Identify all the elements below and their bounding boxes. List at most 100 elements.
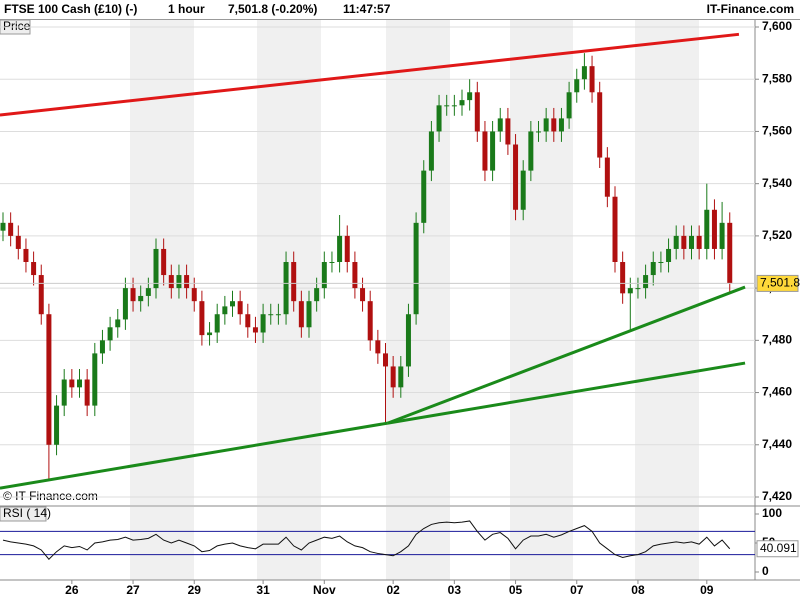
y-tick-label: 7,420 bbox=[762, 489, 792, 503]
watermark: © IT-Finance.com bbox=[3, 489, 98, 503]
y-tick-label: 7,520 bbox=[762, 228, 792, 242]
y-tick-label: 7,460 bbox=[762, 385, 792, 399]
candle-body bbox=[23, 248, 29, 262]
candle-body bbox=[719, 222, 725, 249]
candle-body bbox=[727, 222, 733, 284]
rsi-tick-label: 100 bbox=[762, 506, 782, 520]
last-price-box bbox=[756, 274, 799, 292]
candle-body bbox=[673, 235, 679, 249]
candle-body bbox=[191, 288, 197, 302]
instrument: FTSE 100 Cash (£10) (-) bbox=[4, 2, 138, 16]
y-tick-label: 7,600 bbox=[762, 19, 792, 33]
candle-body bbox=[337, 235, 343, 262]
candle-body bbox=[237, 301, 243, 315]
candle-body bbox=[54, 405, 60, 445]
rsi-label: RSI ( 14) bbox=[3, 506, 51, 520]
candle-body bbox=[222, 306, 228, 315]
candle-body bbox=[474, 92, 480, 132]
candle-body bbox=[375, 340, 381, 354]
candle-body bbox=[268, 314, 274, 316]
x-tick-label: 07 bbox=[570, 583, 584, 597]
candle-body bbox=[497, 118, 503, 132]
candle-body bbox=[291, 262, 297, 302]
candle-body bbox=[543, 118, 549, 132]
candle-body bbox=[658, 262, 664, 263]
candle-body bbox=[99, 340, 105, 354]
candle-body bbox=[566, 92, 572, 119]
rsi-tick-label: 0 bbox=[762, 564, 769, 578]
x-tick-label: 08 bbox=[631, 583, 645, 597]
candle-body bbox=[69, 379, 75, 388]
candle-body bbox=[436, 105, 442, 132]
candle-body bbox=[620, 262, 626, 294]
candle-body bbox=[283, 262, 289, 315]
candle-body bbox=[536, 131, 541, 133]
candle-body bbox=[0, 222, 6, 231]
candle-body bbox=[298, 301, 304, 328]
candle-body bbox=[574, 79, 580, 93]
candle-body bbox=[153, 248, 159, 289]
x-tick-label: 29 bbox=[188, 583, 202, 597]
panel-label: Price bbox=[3, 19, 31, 33]
candle-body bbox=[138, 295, 144, 302]
x-tick-label: 26 bbox=[65, 583, 79, 597]
trendline bbox=[387, 361, 746, 425]
candle-body bbox=[245, 314, 251, 328]
candle-body bbox=[383, 353, 388, 367]
candle-body bbox=[650, 262, 656, 276]
candle-body bbox=[344, 235, 350, 262]
candle-body bbox=[207, 332, 213, 336]
candle-body bbox=[145, 288, 151, 296]
candle-body bbox=[711, 209, 717, 249]
candle-body bbox=[321, 262, 327, 289]
candle-body bbox=[490, 131, 496, 171]
x-tick-label: 02 bbox=[386, 583, 400, 597]
candle-body bbox=[352, 262, 358, 289]
x-tick-label: 31 bbox=[256, 583, 270, 597]
candle-body bbox=[505, 118, 511, 145]
candle-body bbox=[459, 100, 465, 106]
trendline bbox=[0, 421, 389, 490]
candle-body bbox=[199, 301, 205, 336]
candle-body bbox=[467, 92, 473, 101]
candle-body bbox=[84, 379, 90, 406]
x-tick-label: Nov bbox=[313, 583, 336, 597]
candle-body bbox=[214, 314, 220, 333]
candle-body bbox=[627, 288, 633, 294]
candle-body bbox=[306, 301, 312, 328]
candle-body bbox=[360, 288, 366, 302]
rsi-line bbox=[2, 520, 731, 560]
candle-body bbox=[15, 235, 21, 249]
candle-body bbox=[635, 288, 641, 290]
candle-body bbox=[405, 314, 411, 367]
x-tick-label: 09 bbox=[700, 583, 714, 597]
candle-body bbox=[643, 275, 649, 289]
candle-body bbox=[230, 301, 235, 307]
candle-body bbox=[122, 288, 128, 320]
x-tick-label: 03 bbox=[448, 583, 462, 597]
candle-body bbox=[61, 379, 67, 406]
candle-body bbox=[551, 118, 557, 132]
candle-body bbox=[130, 288, 136, 302]
brand: IT-Finance.com bbox=[706, 2, 794, 16]
trendline bbox=[0, 32, 740, 117]
candle-body bbox=[184, 275, 190, 289]
interval: 1 hour bbox=[168, 2, 205, 16]
candle-body bbox=[398, 366, 404, 388]
y-tick-label: 7,560 bbox=[762, 124, 792, 138]
last-price-label: 7,501.8 bbox=[760, 276, 800, 290]
candle-body bbox=[696, 235, 702, 249]
rsi-last-box bbox=[756, 540, 799, 558]
candle-body bbox=[31, 262, 37, 276]
candle-body bbox=[428, 131, 434, 171]
candle-body bbox=[46, 314, 52, 445]
candle-body bbox=[367, 301, 373, 341]
candle-body bbox=[597, 92, 603, 158]
candle-body bbox=[413, 222, 419, 315]
candle-body bbox=[604, 157, 610, 197]
candle-body bbox=[451, 105, 457, 107]
candle-body bbox=[666, 248, 672, 262]
candle-body bbox=[260, 314, 266, 333]
